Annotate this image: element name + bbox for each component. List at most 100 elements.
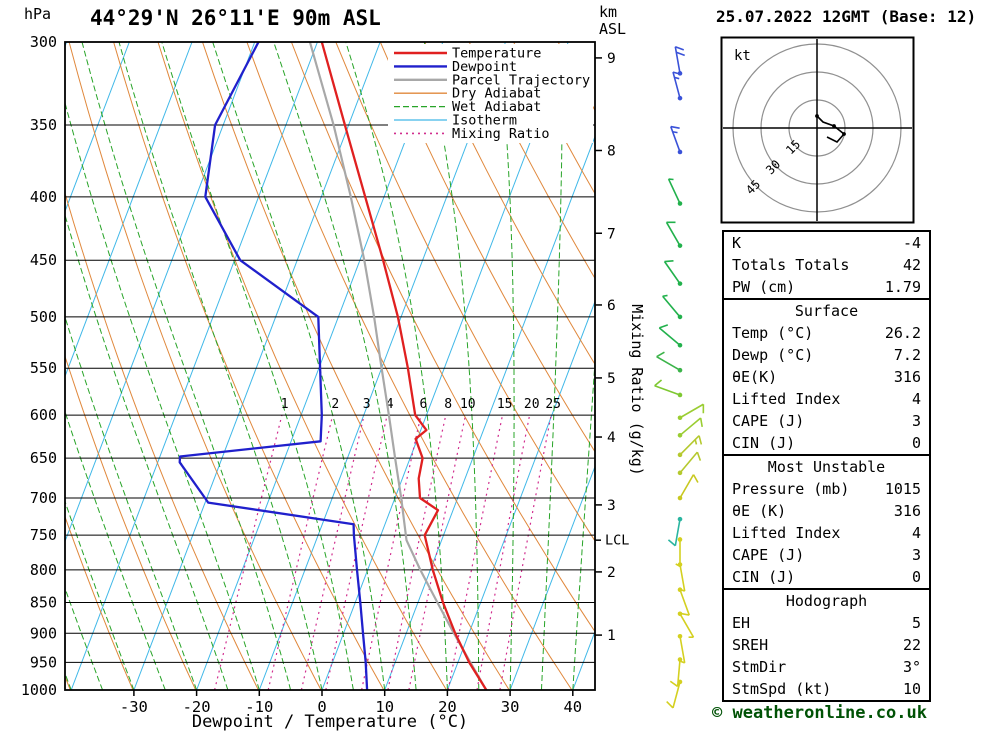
table-row-value: 7.2 xyxy=(893,346,921,364)
temperature-tick-label: 0 xyxy=(317,698,326,716)
wind-barb xyxy=(672,71,683,101)
table-row: CAPE (J) 3 xyxy=(724,544,929,566)
wind-barb xyxy=(677,474,699,501)
table-row-label: Lifted Index xyxy=(732,390,841,408)
table-row: EH 5 xyxy=(724,612,929,634)
temperature-tick-label: -30 xyxy=(120,698,148,716)
table-row: K -4 xyxy=(724,232,929,254)
pressure-tick-label: 300 xyxy=(30,33,57,51)
table-row: Lifted Index 4 xyxy=(724,522,929,544)
table-row-label: CIN (J) xyxy=(732,568,796,586)
wind-barb xyxy=(677,435,703,458)
temperature-tick-label: 30 xyxy=(501,698,520,716)
table-section-header: Surface xyxy=(794,302,859,320)
pressure-tick-label: 550 xyxy=(30,359,57,377)
parcel-trajectory-curve xyxy=(308,42,488,690)
pressure-tick-label: 1000 xyxy=(21,681,57,699)
altitude-axis-unit: km ASL xyxy=(599,4,626,38)
wind-barb xyxy=(665,221,683,248)
hodograph-trace xyxy=(816,115,846,143)
run-datetime: 25.07.2022 12GMT (Base: 12) xyxy=(716,7,977,26)
km-unit-line1: km xyxy=(599,3,618,21)
pressure-tick-label: 700 xyxy=(30,489,57,507)
table-row-value: 3 xyxy=(911,546,921,564)
wind-barb xyxy=(666,679,683,709)
pressure-tick-label: 850 xyxy=(30,594,57,612)
wind-barb xyxy=(677,587,690,616)
km-tick-label: 3 xyxy=(607,498,616,514)
mixing-ratio-value-label: 25 xyxy=(545,397,561,412)
legend-item-label: Mixing Ratio xyxy=(452,126,550,142)
hodograph-trace-dot xyxy=(832,124,836,128)
wind-barb xyxy=(656,351,683,373)
table-row: θE (K) 316 xyxy=(724,500,929,522)
pressure-tick-label: 800 xyxy=(30,561,57,579)
legend-item-label: Temperature xyxy=(452,46,541,62)
table-row: SREH 22 xyxy=(724,634,929,656)
pressure-tick-label: 350 xyxy=(30,116,57,134)
table-row-value: 1015 xyxy=(884,480,921,498)
temperature-tick-label: -20 xyxy=(183,698,211,716)
mixing-ratio-value-label: 10 xyxy=(460,397,476,412)
pressure-tick-label: 650 xyxy=(30,449,57,467)
table-row: CAPE (J) 3 xyxy=(724,410,929,432)
table-row-label: StmDir xyxy=(732,658,787,676)
table-section: Hodograph EH 5 SREH 22 StmDir 3° StmSpd (kt) 10 xyxy=(722,588,931,702)
table-row-value: 316 xyxy=(893,502,921,520)
table-row-label: SREH xyxy=(732,636,769,654)
wind-barb xyxy=(677,403,705,421)
wind-barb xyxy=(658,324,683,348)
table-row-value: 22 xyxy=(902,636,921,654)
table-row-label: StmSpd (kt) xyxy=(732,680,832,698)
table-row-value: 1.79 xyxy=(884,278,921,296)
km-tick-label: 1 xyxy=(607,628,616,644)
table-row-value: 0 xyxy=(911,434,921,452)
table-row-value: 3° xyxy=(902,658,921,676)
table-row-label: Lifted Index xyxy=(732,524,841,542)
station-title: 44°29'N 26°11'E 90m ASL xyxy=(90,6,381,30)
table-row-label: Temp (°C) xyxy=(732,324,814,342)
temperature-tick-label: -10 xyxy=(245,698,273,716)
table-row: Lifted Index 4 xyxy=(724,388,929,410)
pressure-tick-label: 450 xyxy=(30,251,57,269)
mixing-ratio-lines: 1 2 3 4 6 8 10 15 20 25 xyxy=(214,397,561,690)
wind-barb xyxy=(662,294,683,320)
temperature-tick-label: 40 xyxy=(563,698,582,716)
table-row-label: Dewp (°C) xyxy=(732,346,814,364)
table-row-label: θE (K) xyxy=(732,502,787,520)
skewt-chart: 1 2 3 4 6 8 10 15 20 25 TemperatureDewpointParcel … xyxy=(21,33,646,716)
wind-barb xyxy=(677,451,702,476)
dewpoint-curve xyxy=(178,42,369,690)
table-row-value: 5 xyxy=(911,614,921,632)
table-row-label: CAPE (J) xyxy=(732,546,805,564)
table-row-value: 316 xyxy=(893,368,921,386)
table-row: Totals Totals 42 xyxy=(724,254,929,276)
plot-area: 1 2 3 4 6 8 10 15 20 25 xyxy=(65,42,595,690)
table-row-label: CAPE (J) xyxy=(732,412,805,430)
table-section-header: Hodograph xyxy=(785,592,868,610)
pressure-tick-label: 400 xyxy=(30,188,57,206)
indices-table: K -4 Totals Totals 42 PW (cm) 1.79 Surface Temp… xyxy=(722,230,931,702)
table-row-value: 26.2 xyxy=(884,324,921,342)
table-section-header: Most Unstable xyxy=(767,458,886,476)
pressure-tick-label: 600 xyxy=(30,406,57,424)
copyright: © weatheronline.co.uk xyxy=(712,703,927,723)
plot-border xyxy=(64,41,596,691)
km-tick-label: 5 xyxy=(607,371,616,387)
hodograph-kt-label: kt xyxy=(734,48,751,64)
temperature-tick-label: 10 xyxy=(375,698,394,716)
wind-barb xyxy=(677,611,695,638)
table-section: Surface Temp (°C) 26.2 Dewp (°C) 7.2 θE(K) 316… xyxy=(722,298,931,456)
legend-item-label: Wet Adiabat xyxy=(452,99,541,115)
pressure-tick-label: 750 xyxy=(30,526,57,544)
table-row-value: 42 xyxy=(902,256,921,274)
mixing-ratio-value-label: 2 xyxy=(331,397,339,412)
pressure-tick-label: 950 xyxy=(30,653,57,671)
wind-barb xyxy=(667,178,683,206)
km-tick-label: 4 xyxy=(607,430,616,446)
wind-barb xyxy=(670,125,683,155)
table-row-value: 4 xyxy=(911,390,921,408)
table-row: Temp (°C) 26.2 xyxy=(724,322,929,344)
